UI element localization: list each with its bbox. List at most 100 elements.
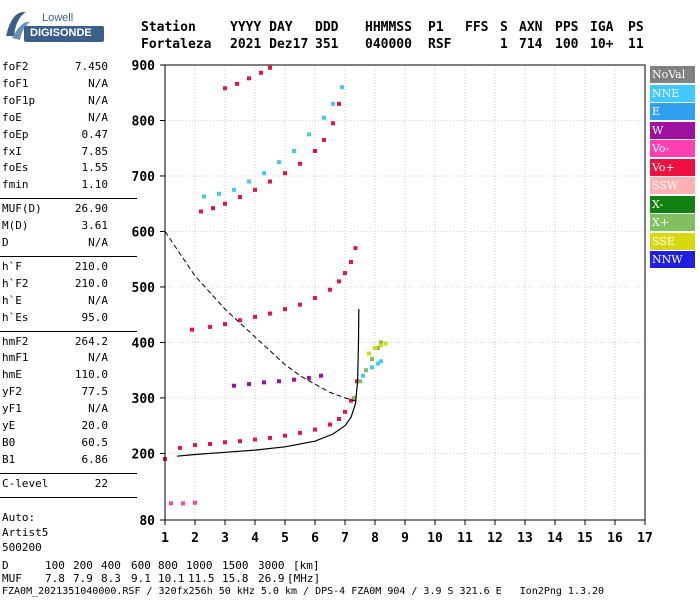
echo-point (238, 195, 242, 200)
echo-point (262, 171, 266, 176)
echo-point (277, 160, 281, 165)
echo-point (298, 161, 302, 166)
echo-point (169, 501, 173, 506)
footer-muf-value: 26.9 (258, 572, 285, 585)
echo-point (337, 417, 341, 422)
echo-point (199, 209, 203, 214)
param-label-fmin: fmin (2, 178, 29, 192)
hdr-station-value: Fortaleza (141, 37, 212, 52)
echo-point (313, 296, 317, 301)
hdr-ps-value: 11 (628, 37, 644, 52)
x-tick-label: 17 (637, 531, 653, 546)
echo-point (343, 271, 347, 276)
legend-item: X+ (650, 214, 695, 231)
param-value-hme: 110.0 (74, 368, 108, 382)
legend-item: NNW (650, 251, 695, 268)
y-tick-label: 300 (132, 392, 156, 407)
hdr-date-value: 2021 Dez17 (230, 37, 309, 52)
hdr-p1-value: RSF (428, 37, 452, 52)
hdr-time-value: 040000 (365, 37, 412, 52)
y-tick-label: 500 (132, 281, 156, 296)
footer-d-value: 1000 (186, 559, 213, 572)
x-tick-label: 10 (427, 531, 443, 546)
echo-point (343, 409, 347, 414)
echo-point (364, 368, 368, 373)
echo-point (361, 373, 365, 378)
param-value-d: N/A (88, 236, 108, 249)
echo-point (370, 357, 374, 362)
echo-traces (163, 65, 388, 506)
param-value-foep: 0.47 (81, 127, 109, 141)
param-label-b0: B0 (2, 435, 16, 449)
echo-point (178, 445, 182, 450)
logo-line2: DIGISONDE (30, 27, 92, 39)
y-tick-labels: 80 200 300 400 500 600 700 800 900 (132, 59, 165, 529)
param-value-foes: 1.55 (81, 161, 109, 175)
echo-point (307, 375, 311, 380)
echo-point (217, 191, 221, 196)
x-tick-label: 8 (371, 531, 379, 546)
param-label-foe: foE (2, 110, 22, 124)
x-tick-label: 13 (517, 531, 533, 546)
echo-point (340, 85, 344, 90)
param-label-yf2: yF2 (2, 385, 22, 399)
echo-point (247, 76, 251, 81)
echo-point (253, 314, 257, 319)
footer-muf-value: 8.3 (101, 572, 121, 585)
footer-d-value: 400 (101, 559, 121, 572)
param-label-mufd: MUF(D) (2, 202, 42, 216)
hdr-ddd-label: DDD (315, 20, 339, 35)
param-value-fof1: N/A (88, 76, 108, 90)
echo-point (307, 132, 311, 137)
echo-point (376, 361, 380, 366)
echo-point (181, 501, 185, 506)
param-value-fof1p: N/A (88, 93, 108, 107)
legend-item: X- (650, 195, 695, 213)
param-value-fof2: 7.450 (74, 60, 108, 73)
footer-d-value: 200 (73, 559, 93, 572)
param-value-yf2: 77.5 (81, 385, 109, 399)
param-label-foes: foEs (2, 161, 29, 175)
echo-point (292, 149, 296, 154)
x-tick-label: 12 (487, 531, 503, 546)
legend-item: SSE (650, 232, 695, 250)
echo-point (211, 206, 215, 211)
y-tick-label: 900 (132, 59, 156, 74)
x-tick-label: 2 (191, 531, 199, 546)
x-tick-labels: 1 2 3 4 5 6 7 8 9 10 11 12 13 14 15 16 17 (161, 520, 653, 546)
echo-point (268, 65, 272, 70)
param-value-md: 3.61 (81, 219, 109, 233)
param-label-ye: yE (2, 419, 16, 432)
param-label-fof1: foF1 (2, 76, 29, 90)
x-tick-label: 9 (401, 531, 409, 546)
hdr-axn-label: AXN (519, 20, 543, 35)
echo-point (277, 379, 281, 384)
hdr-station-label: Station (141, 20, 196, 35)
echo-point (379, 343, 383, 348)
y-tick-label: 400 (132, 336, 156, 351)
echo-point (283, 433, 287, 438)
footer-muf-value: 9.1 (131, 572, 151, 585)
footer-d-value: 100 (45, 559, 65, 572)
param-value-b1: 6.86 (81, 452, 109, 466)
echo-point (298, 302, 302, 307)
footer-file-line: FZA0M_2021351040000.RSF / 320fx256h 50 k… (2, 586, 605, 597)
param-value-fxi: 7.85 (81, 144, 109, 158)
echo-point (313, 149, 317, 154)
echo-point (223, 86, 227, 91)
echo-point (322, 115, 326, 120)
legend-item: Vo- (650, 140, 695, 157)
footer-d-value: 600 (131, 559, 151, 572)
legend-item: SSW (650, 177, 695, 194)
echo-point (283, 307, 287, 312)
param-divider (0, 198, 137, 200)
param-value-b0: 60.5 (81, 435, 109, 449)
y-tick-label: 600 (132, 225, 156, 240)
param-divider (0, 255, 137, 257)
echo-point (379, 359, 383, 364)
echo-point (232, 383, 236, 388)
footer-d-value: 1500 (222, 559, 249, 572)
echo-point (208, 441, 212, 446)
echo-point (262, 380, 266, 385)
